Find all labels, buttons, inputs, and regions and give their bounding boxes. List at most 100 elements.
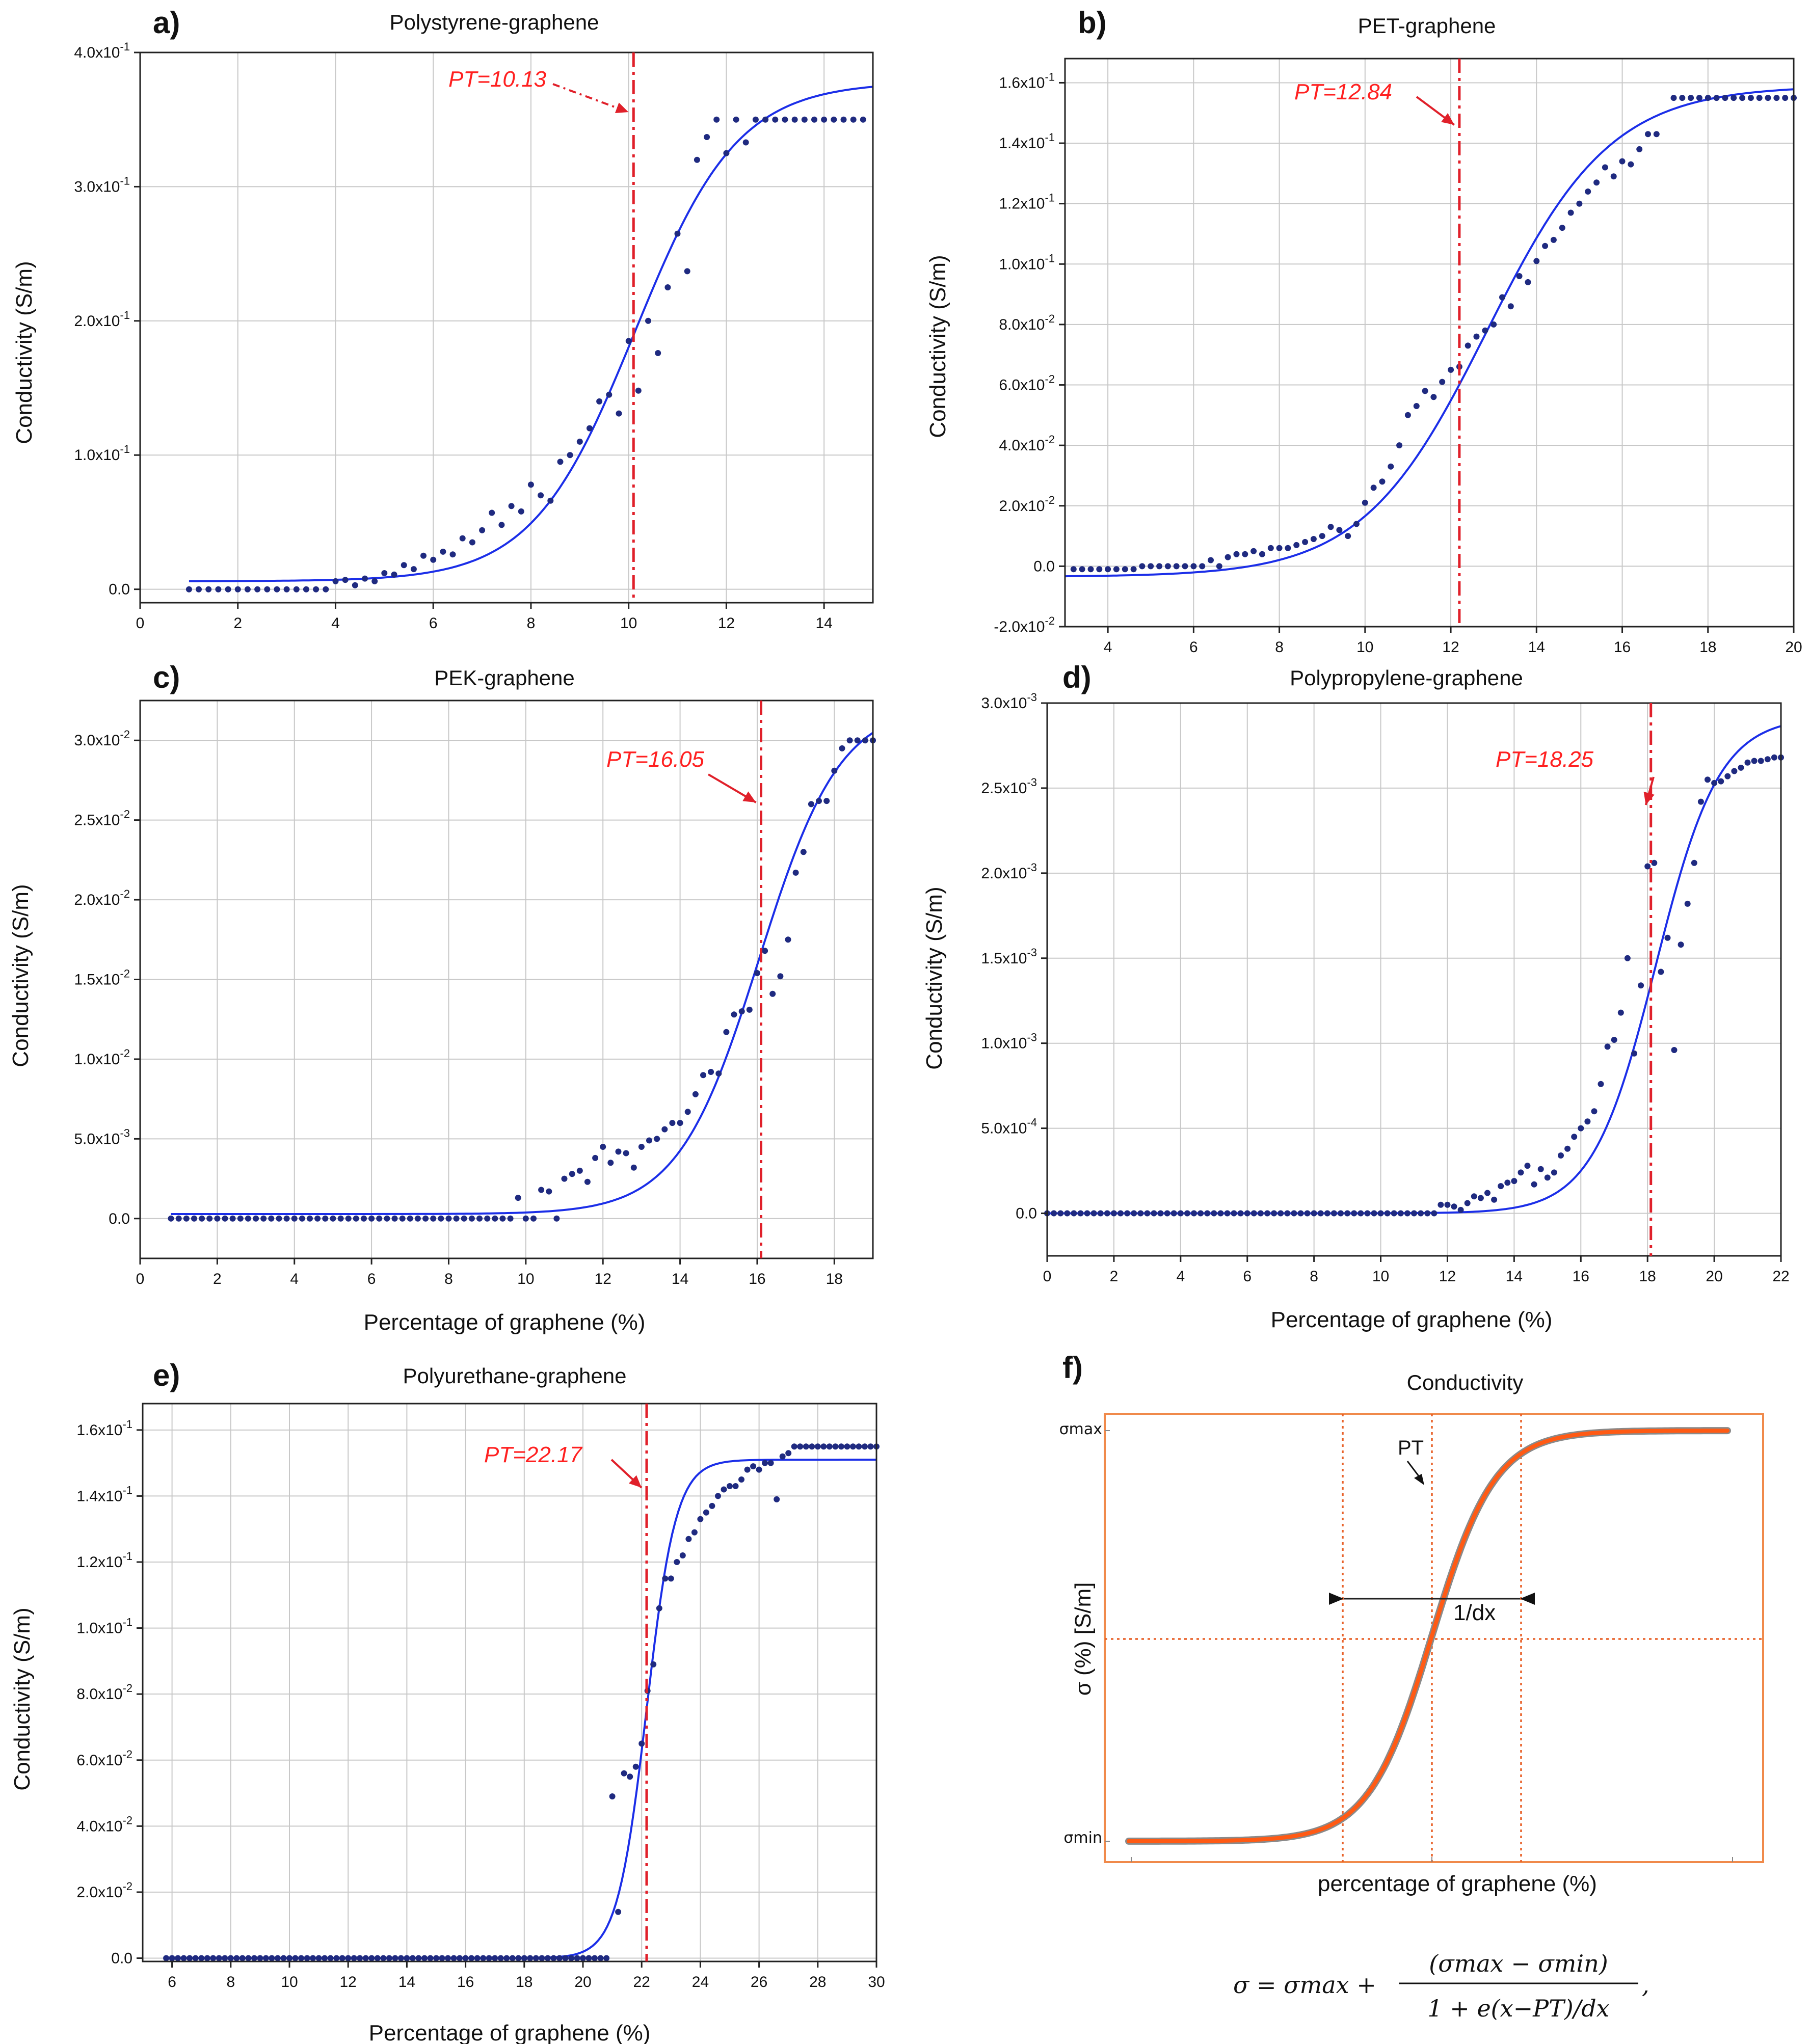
data-point-d-23	[1197, 1210, 1204, 1217]
data-point-c-69	[700, 1072, 706, 1079]
ytick-label-e-3: 6.0x10-2	[76, 1748, 132, 1769]
data-point-b-68	[1653, 131, 1660, 138]
data-point-c-29	[391, 1215, 398, 1222]
data-point-d-73	[1531, 1181, 1537, 1188]
data-point-b-82	[1782, 95, 1789, 101]
ytick-label-d-0: 0.0	[1016, 1205, 1037, 1222]
data-point-d-59	[1438, 1201, 1444, 1208]
data-point-c-57	[607, 1160, 614, 1166]
data-point-d-106	[1751, 758, 1758, 764]
data-point-e-75	[603, 1955, 610, 1961]
data-point-a-60	[772, 116, 779, 123]
data-point-c-76	[754, 970, 760, 976]
data-point-e-42	[409, 1955, 416, 1961]
panel-e-ylabel: Conductivity (S/m)	[10, 1607, 35, 1790]
data-point-c-55	[592, 1154, 599, 1161]
data-point-a-62	[791, 116, 798, 123]
xtick-label-c-8: 16	[749, 1271, 765, 1287]
xtick-label-c-1: 2	[213, 1271, 222, 1287]
data-point-d-77	[1558, 1152, 1564, 1159]
data-point-a-49	[664, 284, 671, 290]
data-point-e-51	[462, 1955, 469, 1961]
data-point-d-13	[1131, 1210, 1137, 1217]
ytick-label-a-4: 4.0x10-1	[74, 40, 130, 61]
data-point-e-100	[750, 1463, 757, 1470]
xtick-label-a-4: 8	[527, 615, 536, 632]
data-point-c-19	[314, 1215, 321, 1222]
data-point-c-12	[260, 1215, 267, 1222]
data-point-e-72	[585, 1955, 592, 1961]
data-point-d-6	[1084, 1210, 1090, 1217]
data-point-c-46	[522, 1215, 529, 1222]
data-point-b-60	[1585, 189, 1591, 195]
data-point-d-84	[1604, 1043, 1611, 1050]
data-point-d-85	[1611, 1037, 1617, 1043]
data-point-d-43	[1330, 1210, 1337, 1217]
data-point-e-31	[345, 1955, 352, 1961]
xtick-label-b-6: 16	[1614, 639, 1631, 656]
data-point-c-37	[453, 1215, 460, 1222]
data-point-c-80	[785, 936, 791, 943]
data-point-e-46	[433, 1955, 439, 1961]
data-point-e-30	[339, 1955, 345, 1961]
data-point-b-2	[1087, 566, 1094, 573]
data-point-d-46	[1351, 1210, 1358, 1217]
xtick-label-e-4: 14	[398, 1974, 415, 1991]
data-point-b-61	[1593, 179, 1600, 186]
data-point-c-15	[283, 1215, 290, 1222]
pt-label-c: PT=16.05	[606, 747, 705, 772]
data-point-b-5	[1113, 566, 1120, 573]
data-point-c-50	[553, 1215, 560, 1222]
data-point-c-34	[430, 1215, 437, 1222]
data-point-b-65	[1628, 161, 1634, 168]
data-point-c-87	[839, 745, 845, 751]
data-point-b-62	[1602, 164, 1608, 171]
data-point-d-65	[1477, 1195, 1484, 1201]
data-point-e-45	[427, 1955, 434, 1961]
data-point-e-104	[774, 1496, 780, 1502]
data-point-c-10	[245, 1215, 251, 1222]
xtick-label-d-8: 16	[1573, 1268, 1589, 1285]
pt-label-a: PT=10.13	[448, 67, 547, 92]
xtick-label-e-5: 16	[457, 1974, 474, 1991]
data-point-c-40	[476, 1215, 483, 1222]
panel-c-label: c)	[153, 660, 180, 694]
data-point-a-16	[342, 577, 349, 583]
fit-curve-d	[1047, 725, 1781, 1215]
xtick-label-a-5: 10	[620, 615, 637, 632]
data-point-b-29	[1319, 533, 1325, 540]
xtick-label-d-9: 18	[1639, 1268, 1656, 1285]
data-point-c-54	[584, 1178, 591, 1185]
data-point-a-20	[381, 570, 388, 576]
fit-curve-a	[189, 86, 873, 582]
data-point-d-32	[1257, 1210, 1264, 1217]
data-point-e-14	[245, 1955, 252, 1961]
data-point-c-75	[746, 1006, 753, 1013]
xtick-label-a-6: 12	[718, 615, 735, 632]
data-point-d-10	[1110, 1210, 1117, 1217]
data-point-d-70	[1511, 1178, 1518, 1185]
data-point-c-73	[731, 1011, 737, 1018]
ytick-label-d-1: 5.0x10-4	[981, 1116, 1037, 1137]
data-point-b-79	[1756, 95, 1763, 101]
data-point-e-65	[544, 1955, 551, 1961]
ytick-label-e-4: 8.0x10-2	[76, 1682, 132, 1703]
data-point-d-36	[1284, 1210, 1291, 1217]
xtick-label-a-0: 0	[136, 615, 145, 632]
data-point-a-52	[694, 156, 700, 163]
xtick-label-c-9: 18	[826, 1271, 843, 1287]
xtick-label-d-6: 12	[1439, 1268, 1456, 1285]
data-point-b-78	[1747, 95, 1754, 101]
data-point-e-12	[233, 1955, 240, 1961]
data-point-d-50	[1377, 1210, 1384, 1217]
data-point-a-37	[547, 497, 554, 504]
data-point-a-21	[391, 571, 397, 578]
data-point-d-28	[1231, 1210, 1237, 1217]
data-point-d-51	[1384, 1210, 1391, 1217]
data-point-b-13	[1182, 563, 1188, 570]
data-point-e-15	[251, 1955, 257, 1961]
data-point-d-37	[1291, 1210, 1297, 1217]
plot-frame-e	[142, 1403, 877, 1962]
data-point-a-47	[645, 317, 651, 324]
data-point-d-109	[1771, 754, 1777, 761]
